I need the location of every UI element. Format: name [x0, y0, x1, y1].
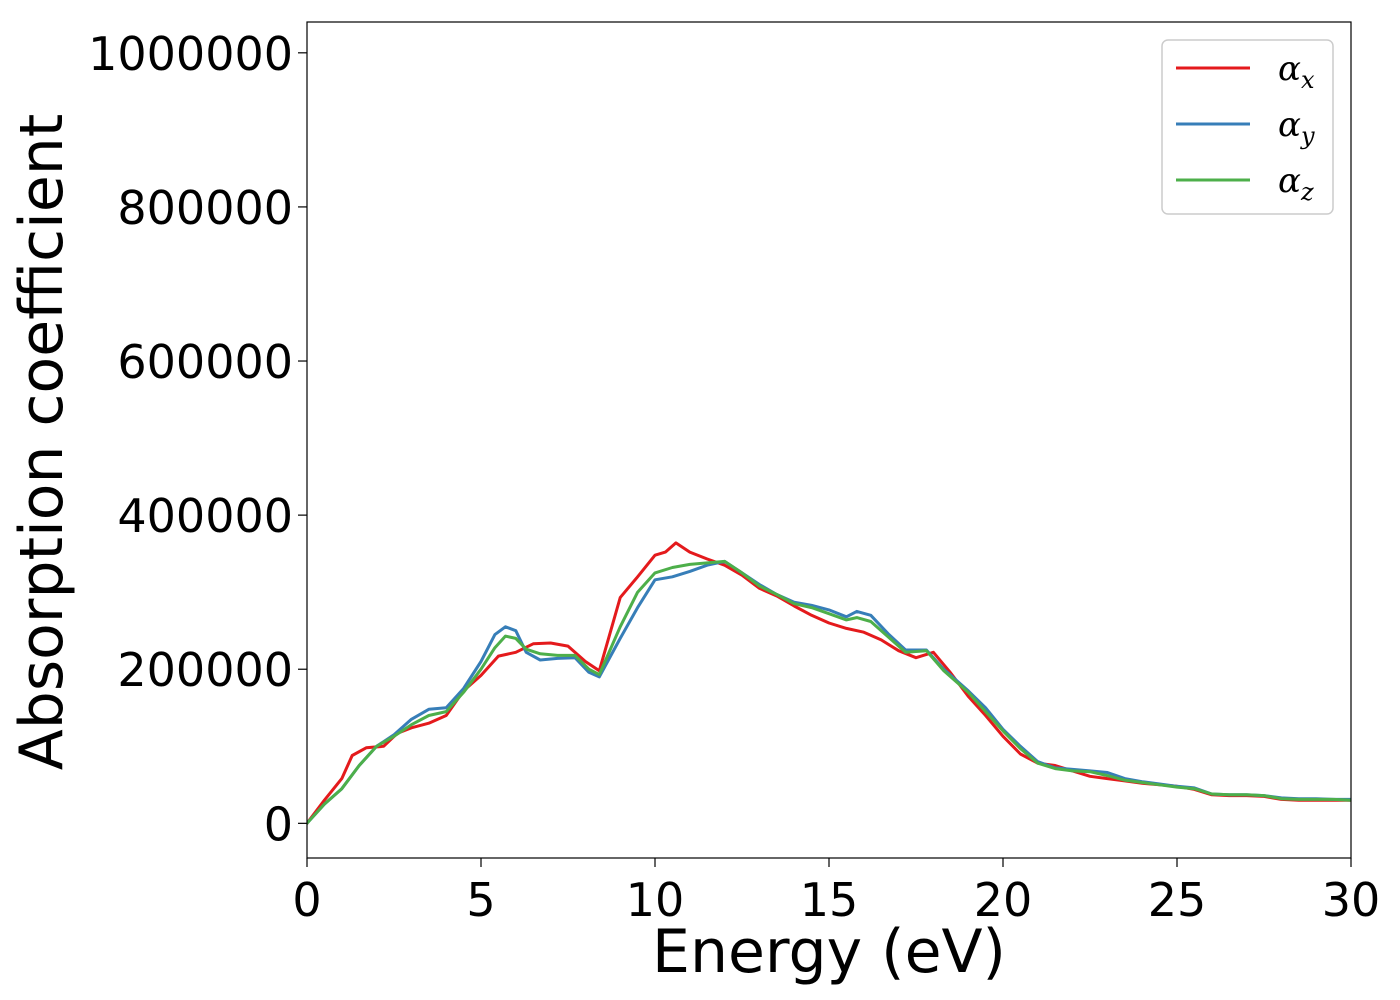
y-axis: 0 200000 400000 600000 800000 1000000 — [88, 27, 307, 851]
y-tick-label: 400000 — [117, 489, 293, 543]
y-tick-label: 600000 — [117, 335, 293, 389]
x-tick-label: 30 — [1322, 873, 1381, 927]
plot-area — [307, 541, 1351, 825]
y-axis-label: Absorption coefficient — [7, 114, 77, 771]
x-tick-label: 15 — [800, 873, 859, 927]
x-axis-label: Energy (eV) — [652, 917, 1006, 987]
series-line-z — [307, 559, 1351, 825]
x-tick-label: 20 — [974, 873, 1033, 927]
x-tick-label: 10 — [626, 873, 685, 927]
legend-label-z: αz — [1278, 161, 1314, 206]
x-axis: 0 5 10 15 20 25 30 — [292, 858, 1380, 927]
y-tick-label: 800000 — [117, 181, 293, 235]
x-tick-label: 25 — [1148, 873, 1207, 927]
y-tick-label: 200000 — [117, 643, 293, 697]
x-tick-label: 5 — [466, 873, 495, 927]
y-tick-label: 1000000 — [88, 27, 293, 81]
x-tick-label: 0 — [292, 873, 321, 927]
legend-box — [1161, 39, 1334, 215]
legend-label-x: αx — [1278, 49, 1315, 94]
y-tick-label: 0 — [264, 797, 293, 851]
legend: αx αy αz — [1161, 39, 1334, 215]
legend-label-y: αy — [1278, 105, 1315, 150]
